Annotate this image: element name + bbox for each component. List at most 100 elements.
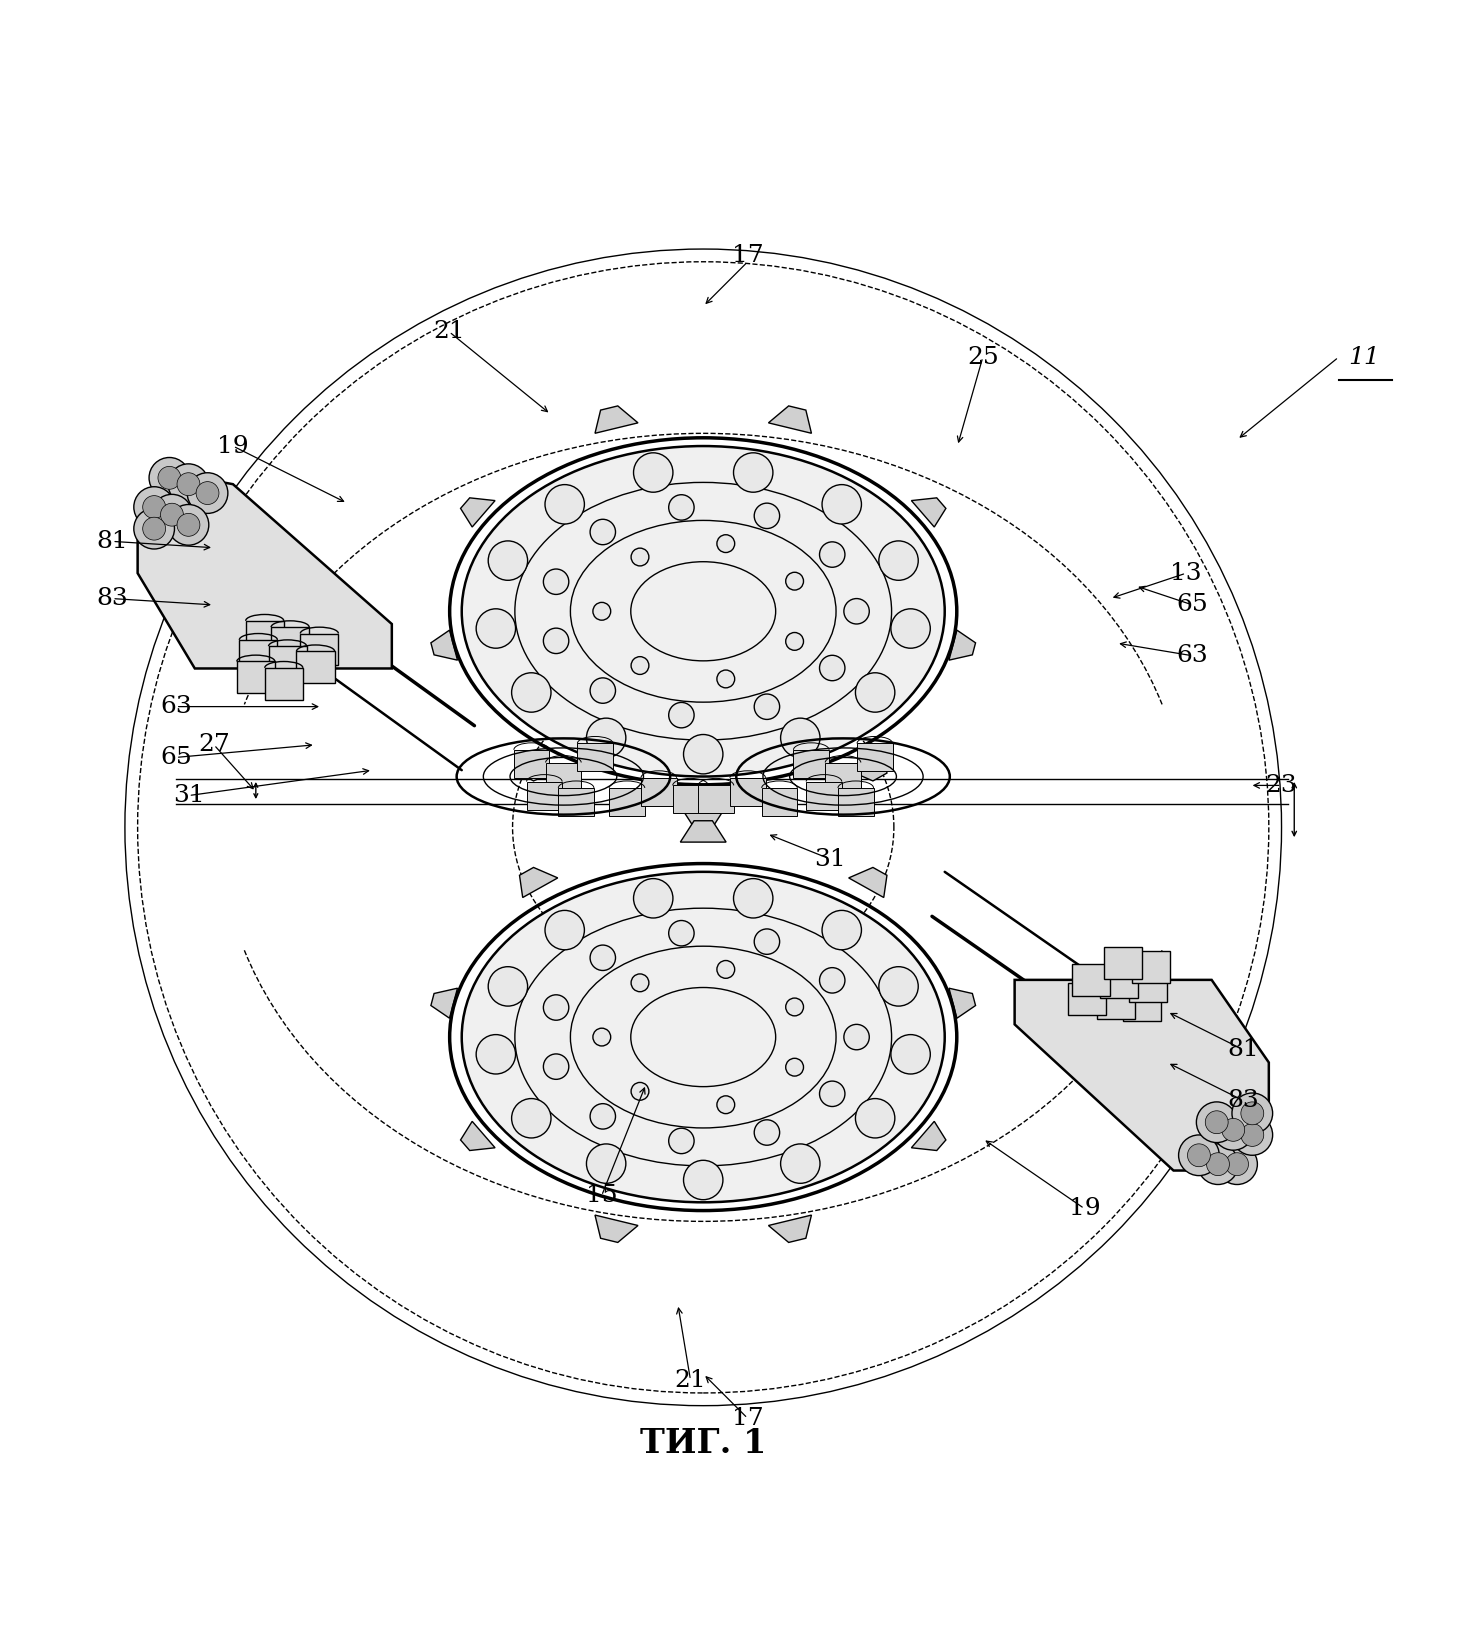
Circle shape [512, 673, 551, 713]
Circle shape [631, 974, 648, 992]
Circle shape [1232, 1094, 1273, 1133]
Polygon shape [848, 867, 886, 898]
Circle shape [587, 718, 626, 757]
Circle shape [589, 1103, 616, 1130]
Circle shape [1207, 1153, 1229, 1176]
Text: 15: 15 [585, 1184, 617, 1207]
Polygon shape [911, 1121, 945, 1151]
Polygon shape [681, 806, 726, 828]
Bar [237, 662, 275, 693]
Polygon shape [431, 988, 457, 1018]
Text: 63: 63 [1176, 644, 1208, 667]
Circle shape [819, 1080, 845, 1107]
Circle shape [754, 502, 779, 529]
Bar [240, 640, 278, 672]
Text: 23: 23 [1266, 773, 1298, 796]
Circle shape [856, 1098, 895, 1138]
Circle shape [734, 878, 773, 918]
Bar [265, 668, 303, 699]
Polygon shape [460, 1121, 495, 1151]
Text: 17: 17 [732, 1407, 763, 1430]
Circle shape [785, 632, 804, 650]
Circle shape [734, 453, 773, 493]
Circle shape [544, 1054, 569, 1079]
Circle shape [151, 494, 193, 535]
Circle shape [1232, 1115, 1273, 1156]
Bar [1097, 987, 1135, 1018]
Circle shape [1205, 1110, 1227, 1133]
Circle shape [134, 486, 175, 527]
Circle shape [196, 481, 219, 504]
Circle shape [1179, 1135, 1219, 1176]
Polygon shape [460, 498, 495, 527]
Polygon shape [595, 406, 638, 433]
Circle shape [717, 670, 735, 688]
Bar [269, 647, 307, 678]
Bar [857, 744, 892, 772]
Polygon shape [911, 498, 945, 527]
Text: 13: 13 [1170, 562, 1202, 585]
Bar [1104, 947, 1142, 979]
Circle shape [545, 910, 585, 949]
Bar [559, 788, 594, 816]
Circle shape [669, 494, 694, 521]
Circle shape [512, 1098, 551, 1138]
Circle shape [891, 609, 931, 649]
Circle shape [717, 1095, 735, 1113]
Circle shape [587, 1144, 626, 1184]
Text: 83: 83 [1227, 1089, 1260, 1112]
Circle shape [544, 570, 569, 594]
Bar [1069, 984, 1105, 1015]
Circle shape [1226, 1153, 1248, 1176]
Circle shape [1188, 1144, 1210, 1167]
Circle shape [1198, 1144, 1238, 1184]
Bar [270, 627, 309, 658]
Polygon shape [769, 406, 811, 433]
Circle shape [684, 734, 723, 773]
Circle shape [545, 484, 585, 524]
Circle shape [819, 655, 845, 681]
Text: 83: 83 [97, 588, 128, 611]
Circle shape [785, 998, 804, 1016]
Circle shape [1222, 1118, 1245, 1141]
Bar [526, 782, 562, 810]
Bar [609, 788, 645, 816]
Circle shape [1197, 1102, 1238, 1143]
Circle shape [148, 458, 190, 498]
Circle shape [754, 929, 779, 954]
Circle shape [187, 473, 228, 514]
Circle shape [819, 967, 845, 993]
Bar [838, 788, 873, 816]
Text: 31: 31 [172, 785, 204, 808]
Circle shape [476, 609, 516, 649]
Circle shape [669, 921, 694, 946]
Circle shape [631, 657, 648, 675]
Text: 19: 19 [1069, 1197, 1101, 1220]
Circle shape [879, 540, 919, 580]
Polygon shape [431, 631, 457, 660]
Bar [1100, 967, 1138, 998]
Polygon shape [769, 1215, 811, 1243]
Polygon shape [519, 867, 557, 898]
Bar [698, 785, 734, 813]
Circle shape [781, 1144, 820, 1184]
Text: 31: 31 [814, 847, 847, 870]
Polygon shape [950, 631, 976, 660]
Polygon shape [138, 471, 392, 668]
Circle shape [781, 718, 820, 757]
Circle shape [785, 573, 804, 589]
Circle shape [143, 517, 166, 540]
Circle shape [634, 453, 673, 493]
Circle shape [856, 673, 895, 713]
Circle shape [589, 678, 616, 703]
Text: ΤИГ. 1: ΤИГ. 1 [639, 1427, 766, 1460]
Bar [731, 778, 766, 806]
Bar [1072, 964, 1110, 995]
Polygon shape [848, 750, 886, 782]
Circle shape [717, 535, 735, 552]
Text: 65: 65 [1176, 593, 1208, 616]
Bar [514, 750, 550, 778]
Bar [806, 782, 842, 810]
Circle shape [717, 961, 735, 979]
Circle shape [631, 548, 648, 566]
